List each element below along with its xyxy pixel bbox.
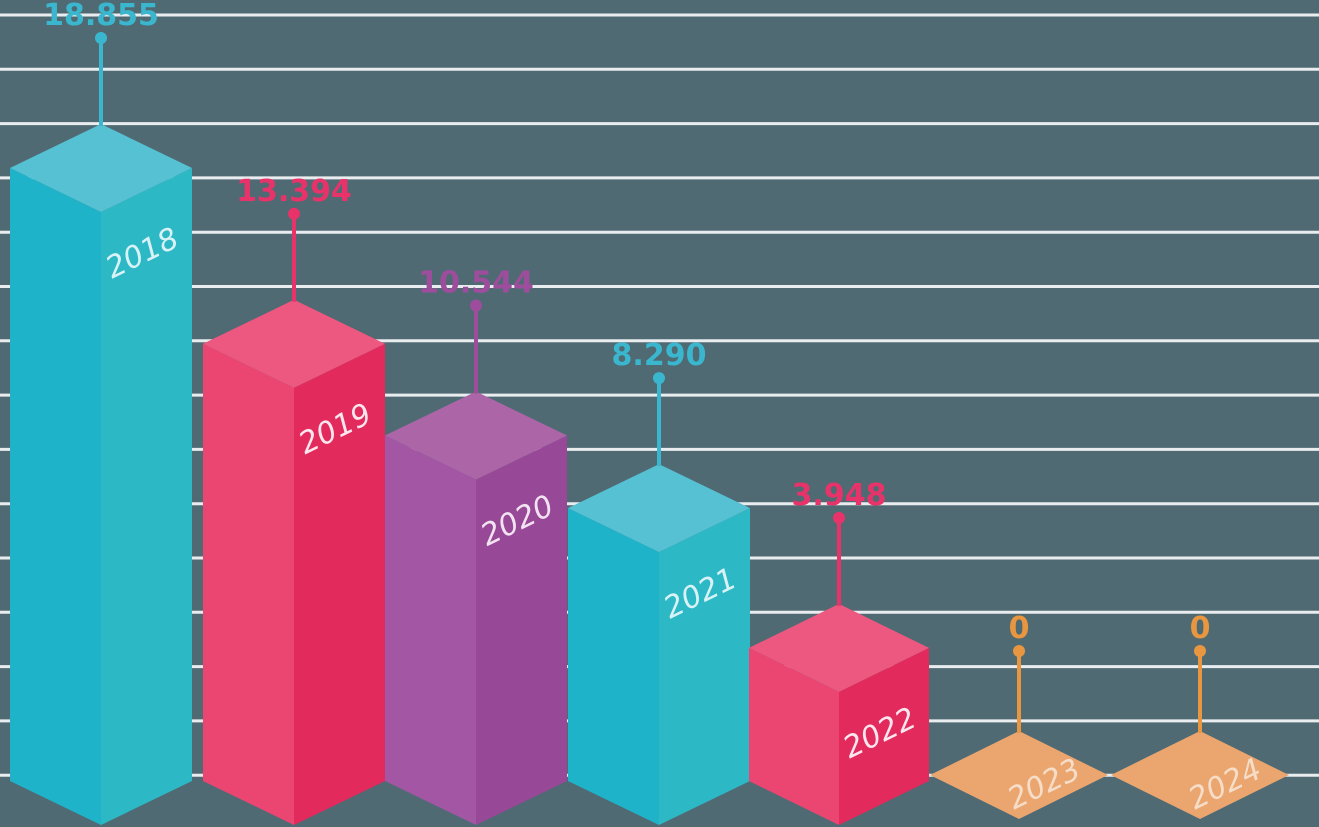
value-dot <box>470 299 482 312</box>
value-label: 10.544 <box>418 266 534 301</box>
bar-top-face <box>749 603 929 692</box>
value-dot <box>653 372 665 385</box>
value-dot <box>288 207 300 220</box>
value-label: 0 <box>1009 611 1030 646</box>
value-label: 18.855 <box>43 0 159 33</box>
bar-left-face <box>568 508 659 825</box>
bars: 18.855201813.394201910.54420208.29020213… <box>10 0 1289 825</box>
value-label: 0 <box>1190 611 1211 646</box>
bar-top-face <box>1111 731 1289 819</box>
bar-right-face <box>659 508 750 825</box>
value-label: 8.290 <box>612 338 707 373</box>
bar-top-face <box>385 391 567 480</box>
bar-left-face <box>203 343 294 825</box>
bar-right-face <box>101 168 192 825</box>
bar-top-face <box>568 464 750 553</box>
bar-left-face <box>10 168 101 825</box>
value-dot <box>95 32 107 44</box>
bar-right-face <box>476 435 567 825</box>
bar-top-face <box>203 299 385 388</box>
bar-top-face <box>930 731 1108 819</box>
bar-right-face <box>294 343 385 825</box>
bar-left-face <box>385 435 476 825</box>
value-label: 3.948 <box>792 478 887 513</box>
bar-left-face <box>749 647 839 825</box>
value-dot <box>1013 645 1025 657</box>
bar-top-face <box>10 124 192 212</box>
value-dot <box>833 511 845 524</box>
value-dot <box>1194 645 1206 657</box>
value-label: 13.394 <box>236 174 352 209</box>
bar-right-face <box>839 647 929 825</box>
